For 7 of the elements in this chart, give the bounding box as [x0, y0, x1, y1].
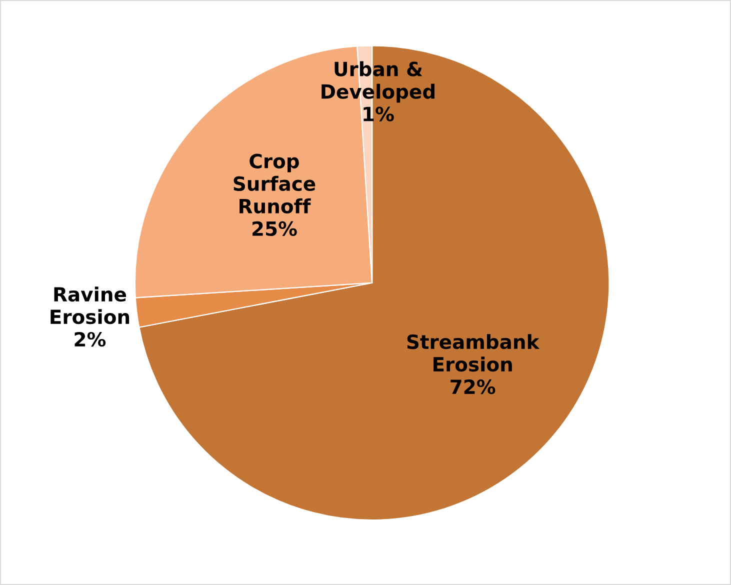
data-label: 2% [74, 332, 106, 347]
pie-slice [138, 45, 610, 521]
slice-label: Ravine Erosion [50, 286, 130, 324]
data-label: 72% [450, 379, 496, 394]
data-label: 25% [252, 221, 297, 236]
slice-label: Crop Surface Runoff [234, 154, 316, 214]
slice-label: Streambank Erosion [407, 334, 540, 372]
